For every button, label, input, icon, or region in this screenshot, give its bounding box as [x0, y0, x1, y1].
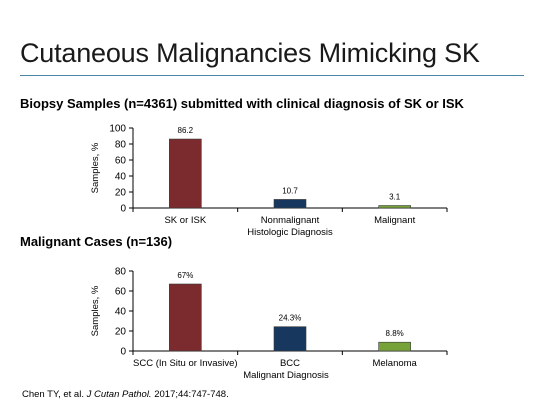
malignant-cases-chart: 0 20 40 60 80 67% SCC (In Situ or Invasive) 24.… — [90, 267, 448, 381]
data-label: 3.1 — [389, 193, 401, 202]
biopsy-samples-chart: 0 20 40 60 80 100 86.2 SK or ISK 10.7 Nonmalignan… — [90, 124, 448, 238]
y-tick-label: 80 — [115, 267, 127, 278]
title-divider — [20, 75, 524, 76]
bar-sk-or-isk — [169, 138, 202, 209]
y-tick-label: 40 — [115, 307, 127, 318]
data-label: 10.7 — [282, 186, 298, 195]
chart1-heading: Biopsy Samples (n=4361) submitted with c… — [20, 96, 464, 111]
bar-nonmalignant — [273, 199, 307, 209]
x-category-label: BCC — [280, 358, 300, 369]
citation-journal: J Cutan Pathol. — [86, 389, 152, 400]
x-category-label: Melanoma — [372, 358, 417, 369]
x-category-label: Malignant — [374, 215, 416, 226]
y-tick-label: 60 — [115, 287, 127, 298]
y-tick-label: 100 — [109, 124, 126, 135]
x-category-label: Nonmalignant — [261, 215, 320, 226]
y-tick-label: 80 — [115, 140, 127, 151]
x-axis-title: Histologic Diagnosis — [247, 227, 333, 238]
data-label: 8.8% — [386, 329, 404, 338]
bar-scc-in-situ-or-invasive — [169, 283, 202, 352]
citation-authors: Chen TY, et al. — [22, 389, 84, 400]
y-axis-title: Samples, % — [90, 142, 101, 193]
citation: Chen TY, et al. J Cutan Pathol. 2017;44:… — [22, 389, 229, 400]
y-tick-label: 0 — [120, 204, 126, 215]
slide-title: Cutaneous Malignancies Mimicking SK — [20, 38, 480, 68]
bar-malignant — [378, 205, 411, 209]
x-category-label: SCC (In Situ or Invasive) — [133, 358, 238, 369]
y-tick-label: 0 — [120, 347, 126, 358]
y-tick-label: 20 — [115, 188, 127, 199]
x-category-label: SK or ISK — [164, 215, 206, 226]
citation-details: 2017;44:747-748. — [154, 389, 229, 400]
y-tick-label: 20 — [115, 327, 127, 338]
data-label: 67% — [177, 271, 193, 280]
y-tick-label: 60 — [115, 156, 127, 167]
bar-melanoma — [378, 341, 411, 352]
data-label: 24.3% — [279, 314, 302, 323]
x-axis-title: Malignant Diagnosis — [243, 370, 329, 381]
bar-bcc — [273, 326, 307, 352]
y-tick-label: 40 — [115, 172, 127, 183]
data-label: 86.2 — [178, 126, 194, 135]
y-axis-title: Samples, % — [90, 285, 101, 336]
chart2-heading: Malignant Cases (n=136) — [20, 234, 173, 249]
